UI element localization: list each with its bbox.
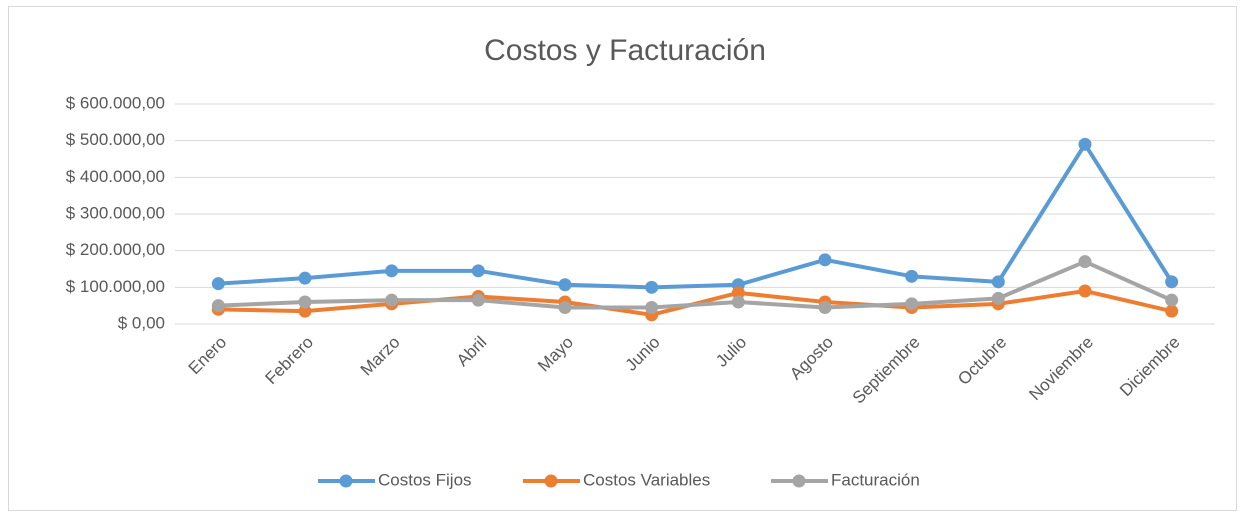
- data-point: [818, 301, 832, 314]
- data-point: [1078, 284, 1092, 298]
- data-point: [211, 299, 225, 313]
- data-point: [471, 293, 485, 307]
- data-point: [991, 291, 1005, 305]
- legend-label: Costos Fijos: [378, 470, 472, 489]
- chart-title: Costos y Facturación: [484, 34, 766, 67]
- legend-marker: [792, 474, 806, 488]
- data-point: [298, 295, 312, 309]
- data-point: [1165, 293, 1179, 307]
- chart-border: [8, 6, 1237, 511]
- data-point: [558, 278, 572, 292]
- y-tick-label: $ 400.000,00: [66, 167, 165, 186]
- data-point: [1165, 275, 1179, 289]
- data-point: [385, 264, 399, 278]
- data-point: [211, 277, 225, 291]
- data-point: [1078, 255, 1092, 269]
- y-tick-label: $ 200.000,00: [66, 240, 165, 259]
- legend-label: Facturación: [831, 470, 920, 489]
- data-point: [1165, 304, 1179, 318]
- data-point: [818, 253, 832, 267]
- legend-marker: [544, 474, 558, 488]
- y-tick-label: $ 600.000,00: [66, 93, 165, 112]
- data-point: [471, 264, 485, 278]
- y-tick-label: $ 500.000,00: [66, 130, 165, 149]
- data-point: [645, 280, 659, 294]
- data-point: [645, 301, 659, 314]
- data-point: [1078, 137, 1092, 151]
- legend-marker: [339, 474, 353, 488]
- y-tick-label: $ 100.000,00: [66, 277, 165, 296]
- data-point: [991, 275, 1005, 289]
- series-line: [218, 142, 1174, 290]
- data-point: [298, 304, 312, 318]
- data-point: [905, 297, 919, 311]
- series-line: [218, 259, 1173, 310]
- data-point: [731, 295, 745, 309]
- y-tick-label: $ 300.000,00: [66, 203, 165, 222]
- legend-label: Costos Variables: [583, 470, 710, 489]
- data-point: [731, 286, 745, 300]
- data-point: [905, 269, 919, 283]
- data-point: [385, 293, 399, 307]
- data-point: [298, 271, 312, 285]
- y-tick-label: $ 0,00: [118, 313, 165, 332]
- data-point: [558, 301, 572, 314]
